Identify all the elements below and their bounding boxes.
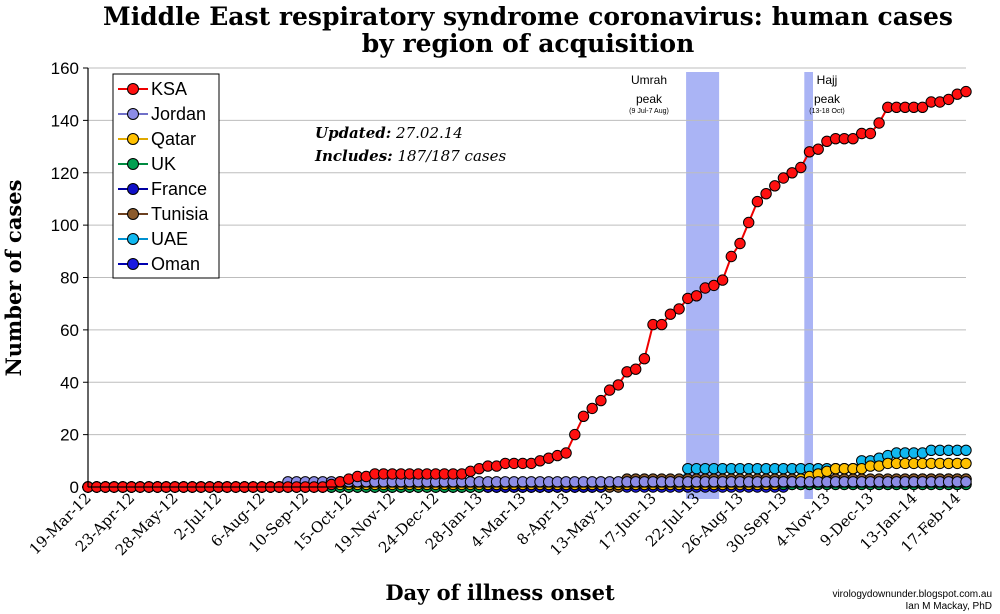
- point-ksa: [847, 133, 859, 145]
- y-tick-label: 160: [51, 59, 79, 78]
- legend-swatch-marker: [127, 258, 139, 270]
- point-ksa: [612, 379, 624, 391]
- point-ksa: [690, 290, 703, 302]
- umrah-label-line2: peak: [636, 92, 663, 106]
- point-ksa: [656, 318, 668, 331]
- point-uae: [960, 444, 972, 456]
- includes-value: 187/187 cases: [393, 147, 507, 165]
- point-ksa: [942, 93, 955, 106]
- legend-item-oman: Oman: [118, 254, 200, 274]
- hajj-label-line2: peak: [814, 92, 841, 106]
- updated-note: Updated: 27.02.14: [315, 124, 463, 142]
- y-tick-label: 80: [60, 269, 79, 288]
- legend-item-france: France: [118, 179, 207, 199]
- umrah-label-dates: (9 Jul-7 Aug): [629, 108, 669, 115]
- umrah-label: Umrah peak (9 Jul-7 Aug): [629, 73, 669, 115]
- point-jordan: [960, 476, 972, 488]
- credit-line2: Ian M Mackay, PhD: [905, 601, 992, 612]
- chart-title-line2: by region of acquisition: [362, 29, 695, 58]
- y-tick-label: 120: [51, 164, 79, 183]
- legend-item-uk: UK: [118, 154, 176, 174]
- legend-label: UAE: [151, 229, 188, 249]
- point-ksa: [795, 161, 807, 174]
- point-ksa: [916, 101, 929, 114]
- legend-label: KSA: [151, 79, 187, 99]
- legend-label: France: [151, 179, 207, 199]
- point-ksa: [777, 172, 790, 184]
- legend-item-qatar: Qatar: [118, 129, 196, 149]
- x-axis-title: Day of illness onset: [385, 580, 615, 605]
- legend-swatch-marker: [127, 183, 139, 195]
- point-ksa: [586, 402, 598, 415]
- legend-label: Oman: [151, 254, 200, 274]
- legend-swatch-marker: [127, 133, 139, 145]
- point-ksa: [595, 394, 607, 407]
- point-ksa: [960, 85, 972, 98]
- legend-label: UK: [151, 154, 176, 174]
- point-ksa: [603, 384, 616, 396]
- updated-value: 27.02.14: [391, 124, 463, 142]
- point-ksa: [786, 167, 798, 179]
- legend-swatch-marker: [127, 108, 139, 120]
- legend: KSA Jordan Qatar UK France Tunisia UAE Oman: [112, 73, 220, 279]
- y-tick-label: 0: [70, 478, 79, 497]
- legend-swatch-marker: [127, 83, 139, 95]
- point-ksa: [577, 410, 590, 422]
- y-tick-label: 40: [60, 373, 79, 392]
- legend-swatch-marker: [127, 158, 139, 170]
- point-ksa: [864, 127, 877, 140]
- hajj-label-dates: (13-18 Oct): [809, 108, 844, 115]
- y-tick-label: 100: [51, 216, 79, 235]
- point-ksa: [569, 428, 581, 441]
- gridlines: [88, 67, 966, 436]
- y-tick-label: 140: [51, 111, 79, 130]
- point-ksa: [716, 274, 729, 286]
- point-qatar: [960, 457, 972, 470]
- point-ksa: [873, 117, 885, 129]
- y-tick-label: 60: [60, 321, 79, 340]
- legend-item-ksa: KSA: [118, 79, 187, 99]
- legend-label: Tunisia: [151, 204, 209, 224]
- hajj-band: [804, 72, 814, 499]
- point-ksa: [630, 363, 642, 375]
- legend-item-jordan: Jordan: [118, 104, 206, 124]
- updated-label: Updated:: [315, 124, 391, 142]
- point-ksa: [743, 216, 755, 229]
- point-ksa: [760, 188, 772, 200]
- point-ksa: [734, 237, 746, 250]
- y-tick-labels: 0 20 40 60 80 100 120 140 160: [51, 59, 88, 497]
- point-ksa: [664, 308, 677, 320]
- point-ksa: [725, 250, 737, 263]
- legend-label: Qatar: [151, 129, 196, 149]
- legend-item-tunisia: Tunisia: [118, 204, 209, 224]
- legend-item-uae: UAE: [118, 229, 188, 249]
- credit-line1: virologydownunder.blogspot.com.au: [832, 589, 992, 600]
- point-ksa: [673, 303, 685, 315]
- hajj-label-line1: Hajj: [817, 73, 838, 87]
- y-axis-title: Number of cases: [1, 180, 26, 377]
- legend-label: Jordan: [151, 104, 206, 124]
- point-ksa: [751, 195, 764, 208]
- point-ksa: [769, 180, 781, 192]
- point-ksa: [708, 279, 720, 292]
- umrah-label-line1: Umrah: [631, 73, 667, 87]
- point-ksa: [638, 353, 651, 365]
- chart-title-line1: Middle East respiratory syndrome coronav…: [103, 2, 953, 31]
- includes-label: Includes:: [314, 147, 393, 165]
- includes-note: Includes: 187/187 cases: [314, 147, 506, 165]
- point-ksa: [560, 447, 572, 459]
- point-ksa: [812, 143, 824, 155]
- y-tick-label: 20: [60, 426, 79, 445]
- legend-swatch-marker: [127, 208, 139, 220]
- legend-swatch-marker: [127, 233, 139, 245]
- hajj-label: Hajj peak (13-18 Oct): [809, 73, 844, 115]
